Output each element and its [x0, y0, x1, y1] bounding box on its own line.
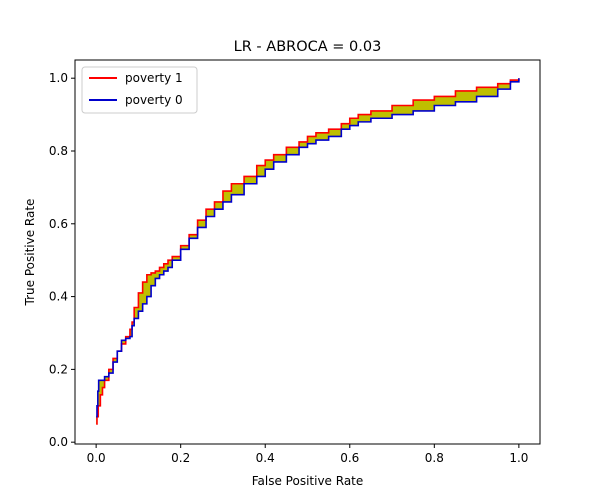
chart-title: LR - ABROCA = 0.03: [234, 39, 382, 55]
y-tick-label: 1.0: [49, 71, 68, 85]
x-tick-label: 0.8: [425, 451, 444, 465]
y-tick-label: 0.0: [49, 435, 68, 449]
x-tick-label: 0.6: [340, 451, 359, 465]
x-tick-label: 0.0: [87, 451, 106, 465]
y-axis-label: True Positive Rate: [23, 199, 37, 307]
x-tick-label: 1.0: [509, 451, 528, 465]
series-line-poverty-0: [96, 78, 520, 418]
legend: poverty 1 poverty 0: [81, 66, 198, 114]
y-axis-ticks: 0.0 0.2 0.4 0.6 0.8 1.0: [49, 71, 75, 449]
y-tick-label: 0.4: [49, 290, 68, 304]
y-tick-label: 0.6: [49, 217, 68, 231]
x-axis-label: False Positive Rate: [252, 474, 364, 488]
abroca-fill-area: [96, 78, 519, 424]
y-tick-label: 0.8: [49, 144, 68, 158]
legend-label-poverty-1: poverty 1: [125, 71, 183, 85]
y-tick-label: 0.2: [49, 362, 68, 376]
x-axis-ticks: 0.0 0.2 0.4 0.6 0.8 1.0: [87, 444, 528, 465]
plot-area: [74, 59, 541, 445]
axes-frame: [74, 59, 541, 445]
x-tick-label: 0.4: [256, 451, 275, 465]
series-line-poverty-1: [96, 78, 520, 425]
x-tick-label: 0.2: [171, 451, 190, 465]
legend-label-poverty-0: poverty 0: [125, 93, 183, 107]
